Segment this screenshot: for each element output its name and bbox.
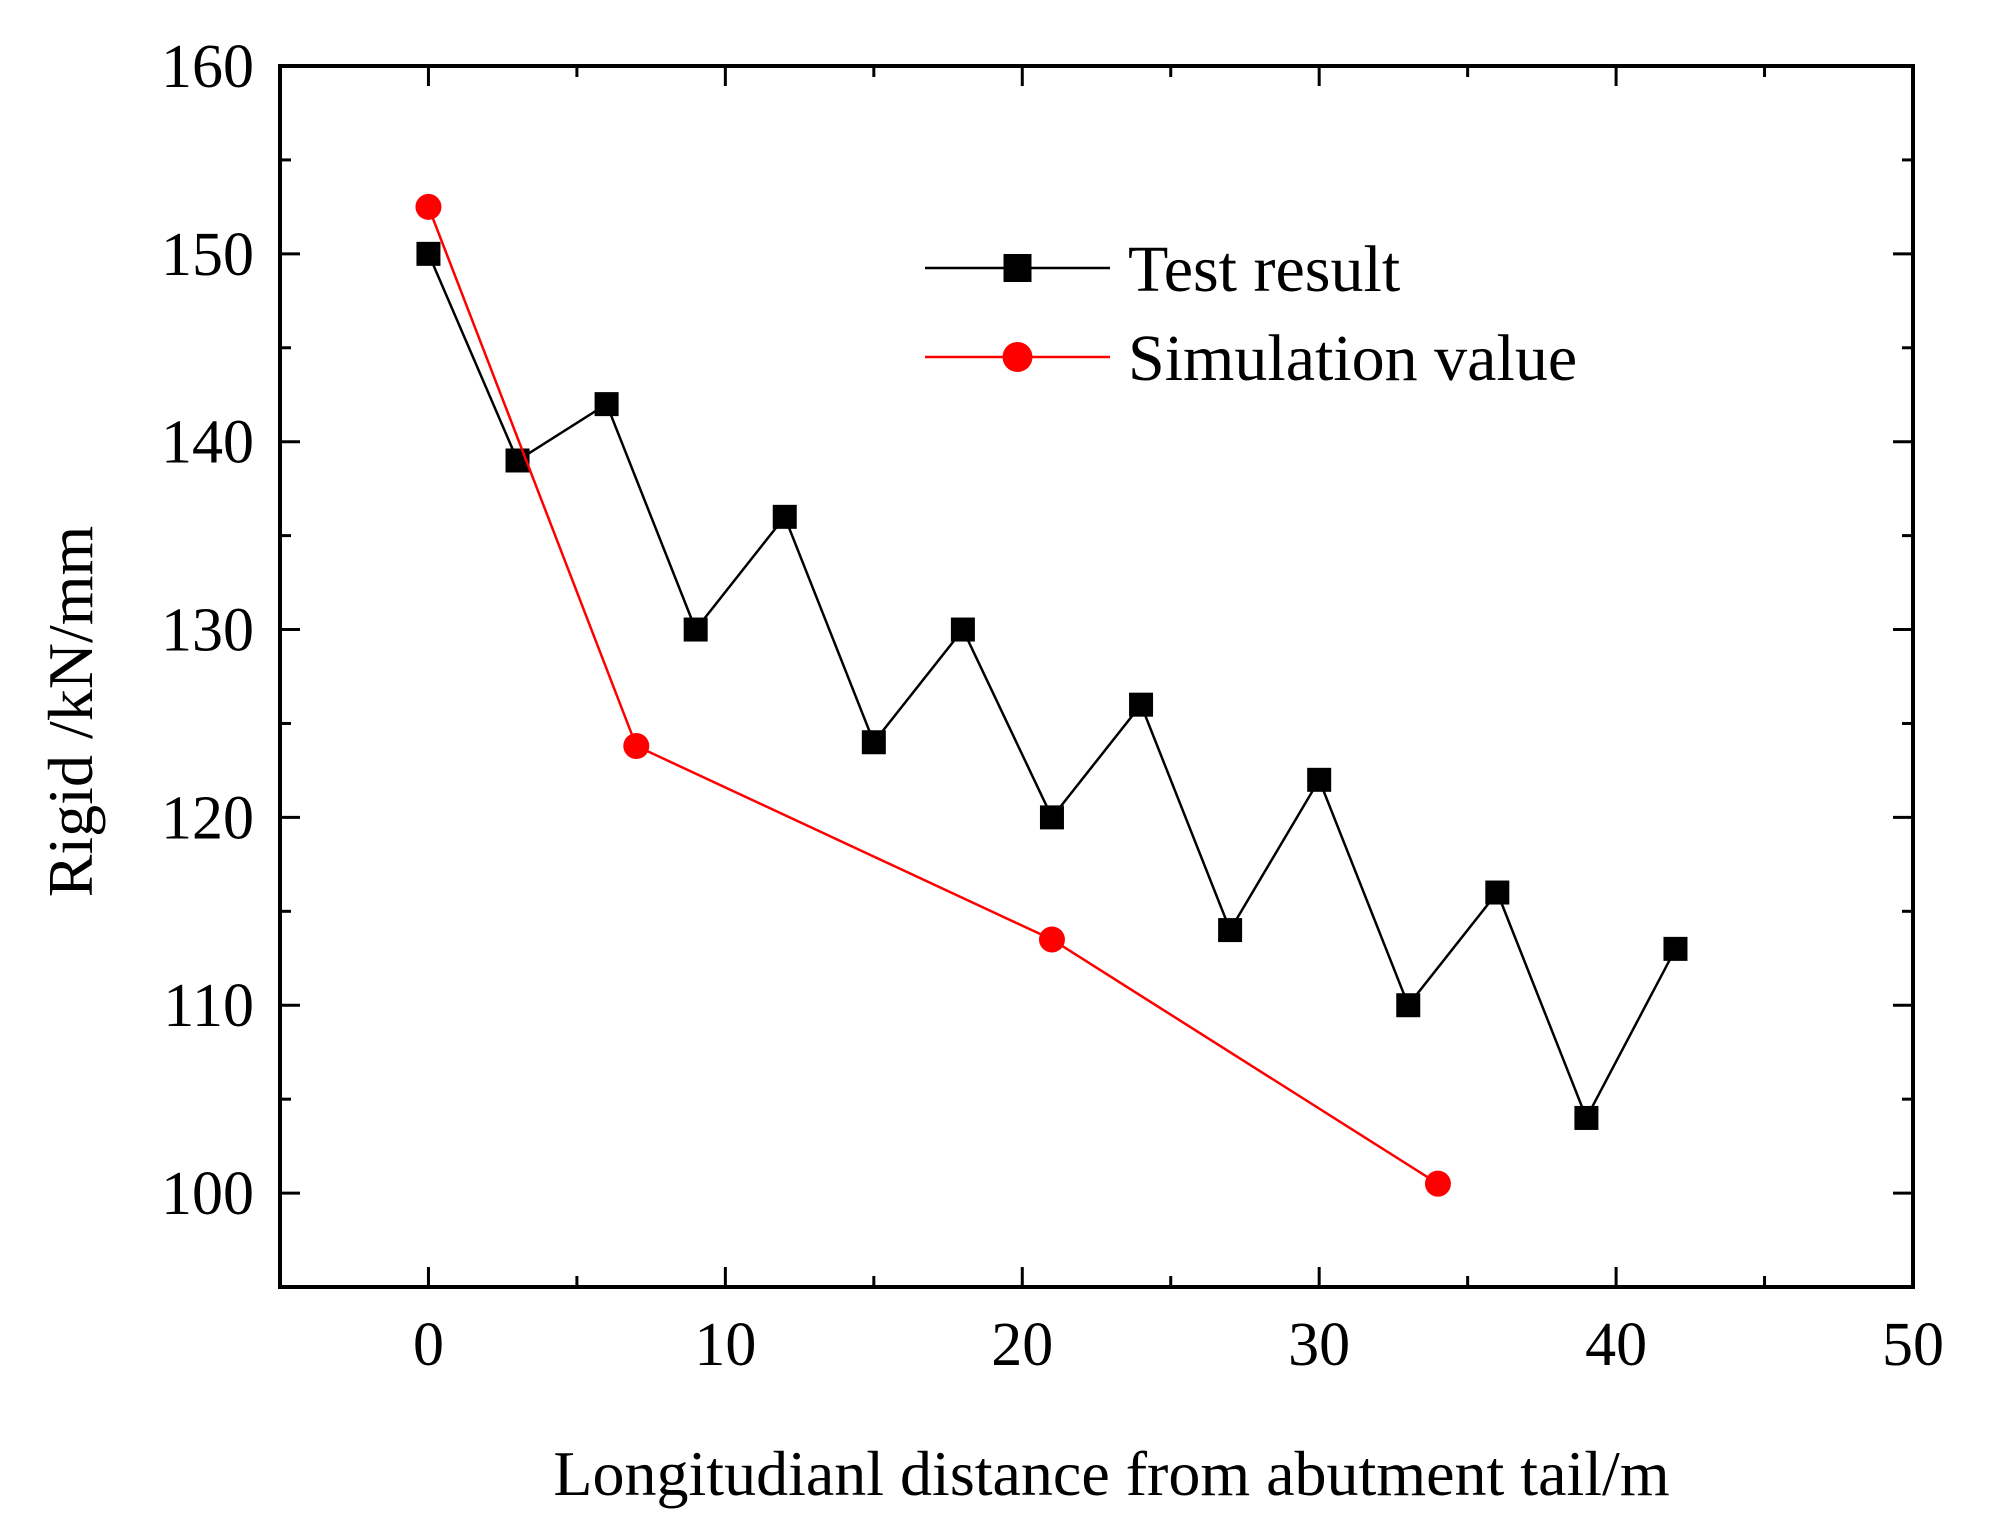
legend: Test result Simulation value [925, 233, 1577, 395]
axis-ticks: 0 10 20 30 40 50 100 110 120 130 140 150 160 [161, 33, 1944, 1379]
test-result-point [1396, 993, 1421, 1018]
legend-label: Simulation value [1128, 322, 1577, 395]
test-result-point [416, 241, 441, 266]
simulation-value-line [427, 206, 1439, 1185]
legend-item-test-result: Test result [925, 233, 1400, 306]
test-result-point [594, 392, 619, 417]
legend-label: Test result [1128, 233, 1400, 306]
legend-circle-marker [1002, 342, 1033, 372]
y-tick-label: 120 [161, 784, 254, 852]
series-layer [415, 193, 1688, 1197]
y-tick-label: 140 [161, 409, 254, 477]
test-result-point [1039, 805, 1064, 830]
legend-square-marker [1003, 254, 1032, 282]
test-result-point [950, 617, 975, 642]
y-tick-label: 160 [161, 33, 254, 101]
x-tick-label: 20 [991, 1311, 1053, 1379]
x-tick-label: 10 [694, 1311, 756, 1379]
x-axis-title: Longitudianl distance from abutment tail… [553, 1438, 1669, 1509]
test-result-point [1129, 692, 1154, 717]
simulation-value-point [1424, 1170, 1451, 1197]
test-result-point [683, 617, 708, 642]
series-simulation-value [415, 193, 1451, 1197]
x-tick-label: 0 [413, 1311, 444, 1379]
test-result-point [1218, 918, 1243, 943]
legend-item-simulation-value: Simulation value [925, 322, 1577, 395]
simulation-value-point [1038, 926, 1065, 953]
y-tick-label: 110 [163, 972, 254, 1040]
y-tick-label: 150 [161, 221, 254, 289]
x-tick-label: 40 [1585, 1311, 1647, 1379]
test-result-point [1485, 880, 1510, 905]
test-result-point [772, 504, 797, 529]
simulation-value-point [623, 733, 650, 760]
x-tick-label: 50 [1882, 1311, 1944, 1379]
x-tick-label: 30 [1288, 1311, 1350, 1379]
y-tick-label: 130 [161, 597, 254, 665]
test-result-point [861, 730, 886, 755]
test-result-point [1307, 767, 1332, 792]
simulation-value-point [415, 193, 442, 220]
y-tick-label: 100 [161, 1160, 254, 1228]
test-result-point [1663, 936, 1688, 961]
test-result-point [1574, 1105, 1599, 1130]
y-axis-title: Rigid /kN/mm [35, 526, 106, 898]
plot-frame [278, 64, 1915, 1289]
